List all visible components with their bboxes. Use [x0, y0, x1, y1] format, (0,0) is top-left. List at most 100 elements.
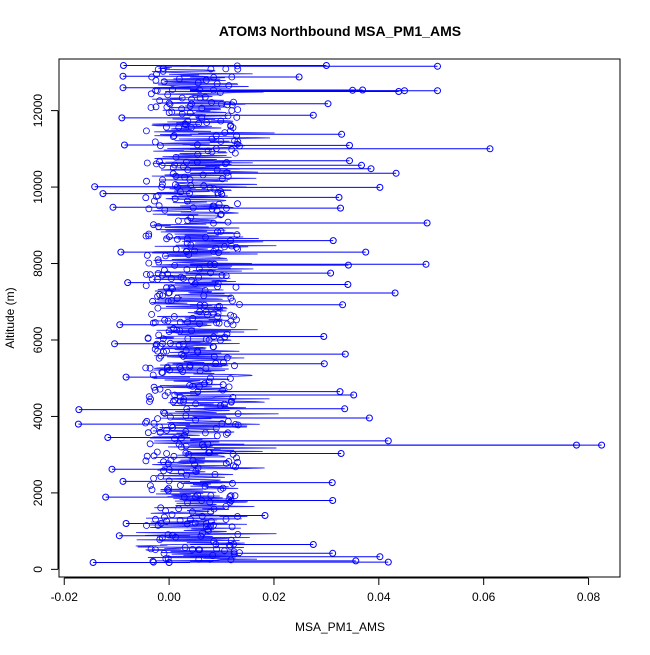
core-marker: [228, 242, 235, 250]
core-marker: [222, 459, 230, 467]
plot-frame: [58, 58, 621, 578]
core-marker: [184, 166, 192, 174]
core-marker: [187, 182, 195, 189]
core-marker: [171, 435, 179, 443]
core-marker: [169, 398, 177, 406]
data-point-marker: [341, 350, 349, 358]
core-marker: [212, 424, 220, 432]
core-marker: [156, 536, 164, 543]
data-point-marker: [75, 406, 83, 414]
data-point-marker: [320, 360, 328, 368]
core-marker: [203, 119, 211, 126]
core-marker: [145, 259, 153, 267]
data-point-marker: [338, 130, 346, 138]
core-marker: [178, 110, 186, 118]
data-point-marker: [376, 183, 384, 191]
core-marker: [221, 547, 228, 555]
core-marker: [229, 479, 236, 487]
x-tick-label: -0.02: [51, 590, 79, 604]
core-marker: [168, 422, 176, 430]
x-axis-label: MSA_PM1_AMS: [295, 620, 385, 634]
core-marker: [182, 449, 190, 457]
data-point-marker: [434, 87, 441, 95]
core-marker: [145, 232, 153, 240]
core-marker: [150, 427, 158, 434]
core-marker: [186, 381, 194, 389]
core-marker: [215, 249, 222, 257]
core-marker: [222, 430, 230, 438]
data-point-marker: [339, 301, 347, 309]
core-marker: [162, 507, 170, 515]
core-marker: [180, 398, 187, 406]
core-marker: [208, 99, 216, 106]
core-marker: [201, 380, 209, 388]
core-marker: [184, 335, 192, 343]
core-marker: [224, 218, 232, 226]
core-marker: [236, 549, 243, 556]
core-marker: [214, 279, 222, 287]
core-marker: [147, 104, 155, 111]
core-marker: [164, 91, 172, 99]
core-marker: [171, 195, 179, 203]
core-marker: [152, 77, 160, 84]
core-marker: [173, 235, 181, 243]
core-marker: [192, 400, 200, 408]
core-marker: [219, 381, 227, 389]
core-marker: [185, 450, 193, 458]
y-tick-label: 8000: [31, 250, 45, 277]
core-marker: [229, 393, 237, 401]
core-marker: [208, 135, 216, 143]
data-point-marker: [91, 183, 99, 191]
core-marker: [146, 398, 153, 405]
core-marker: [233, 114, 241, 121]
core-marker: [233, 454, 240, 462]
y-tick-label: 12000: [31, 94, 45, 128]
core-marker: [155, 331, 163, 339]
core-marker: [156, 158, 163, 166]
series-core-line: [135, 65, 279, 563]
data-point-marker: [89, 559, 97, 566]
data-point-marker: [365, 414, 373, 422]
core-marker: [160, 458, 167, 466]
core-marker: [160, 266, 168, 274]
core-marker: [226, 493, 234, 501]
core-marker: [217, 117, 225, 125]
data-point-marker: [384, 437, 392, 445]
core-marker: [161, 409, 169, 417]
core-marker: [150, 452, 158, 460]
data-point-marker: [392, 169, 400, 177]
core-marker: [186, 109, 194, 117]
data-point-marker: [434, 62, 441, 70]
data-point-marker: [391, 289, 399, 297]
core-marker: [160, 513, 168, 521]
core-marker: [163, 426, 171, 434]
core-marker: [205, 378, 213, 386]
core-marker: [232, 420, 239, 428]
core-marker: [188, 276, 196, 284]
core-marker: [179, 274, 187, 282]
core-marker: [154, 292, 162, 300]
core-marker: [225, 383, 233, 391]
y-axis: 0 2000 4000 6000 8000 10000 12000: [31, 94, 59, 573]
core-marker: [163, 486, 171, 494]
core-marker: [147, 90, 155, 98]
core-marker: [155, 223, 163, 230]
core-marker: [152, 341, 160, 349]
core-marker: [155, 354, 163, 362]
core-marker: [142, 127, 150, 135]
core-marker: [178, 350, 186, 358]
core-marker: [198, 512, 206, 520]
core-marker: [218, 271, 226, 279]
core-marker: [149, 557, 157, 565]
core-marker: [189, 456, 197, 464]
y-tick-label: 6000: [31, 326, 45, 353]
core-marker: [195, 119, 203, 127]
core-marker: [175, 124, 183, 131]
core-marker: [234, 513, 241, 520]
core-marker: [172, 153, 180, 161]
data-point-marker: [358, 161, 365, 169]
core-marker: [213, 432, 221, 440]
core-marker: [188, 508, 196, 516]
